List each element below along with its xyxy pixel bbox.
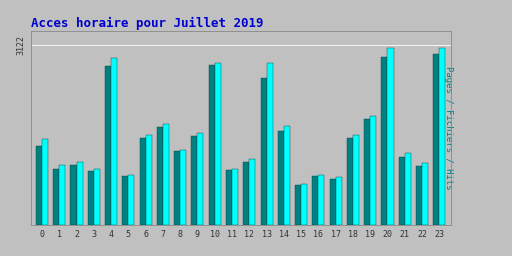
Bar — [71, 165, 76, 225]
Bar — [88, 171, 94, 225]
Bar — [94, 169, 100, 225]
Bar — [312, 176, 318, 225]
Bar — [370, 116, 376, 225]
Bar — [416, 166, 422, 225]
Bar — [422, 163, 428, 225]
Bar — [295, 185, 301, 225]
Bar — [433, 54, 439, 225]
Bar — [174, 151, 180, 225]
Bar — [191, 136, 198, 225]
Bar — [318, 175, 325, 225]
Bar — [215, 62, 221, 225]
Bar — [163, 124, 169, 225]
Text: Acces horaire pour Juillet 2019: Acces horaire pour Juillet 2019 — [31, 16, 263, 29]
Y-axis label: Pages / Fichiers / Hits: Pages / Fichiers / Hits — [444, 66, 453, 190]
Bar — [145, 135, 152, 225]
Bar — [140, 137, 145, 225]
Bar — [122, 176, 129, 225]
Bar — [284, 126, 290, 225]
Bar — [399, 157, 405, 225]
Bar — [111, 58, 117, 225]
Bar — [336, 177, 342, 225]
Bar — [129, 175, 134, 225]
Bar — [198, 133, 203, 225]
Bar — [353, 135, 359, 225]
Bar — [76, 162, 82, 225]
Bar — [278, 131, 284, 225]
Bar — [157, 127, 163, 225]
Bar — [267, 62, 272, 225]
Bar — [330, 179, 336, 225]
Bar — [209, 66, 215, 225]
Bar — [249, 159, 255, 225]
Bar — [42, 139, 48, 225]
Bar — [105, 66, 111, 225]
Bar — [381, 57, 388, 225]
Bar — [347, 138, 353, 225]
Bar — [301, 184, 307, 225]
Bar — [180, 150, 186, 225]
Bar — [405, 153, 411, 225]
Bar — [36, 146, 42, 225]
Bar — [232, 169, 238, 225]
Bar — [261, 78, 267, 225]
Bar — [226, 170, 232, 225]
Bar — [59, 165, 65, 225]
Bar — [243, 162, 249, 225]
Bar — [388, 48, 394, 225]
Bar — [53, 169, 59, 225]
Bar — [364, 119, 370, 225]
Bar — [439, 48, 445, 225]
